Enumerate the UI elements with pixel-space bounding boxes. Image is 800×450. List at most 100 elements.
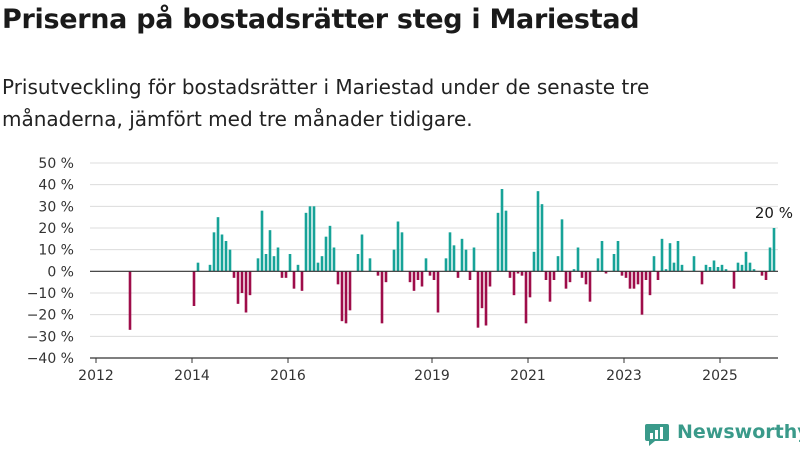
bar — [720, 264, 724, 272]
bar — [628, 271, 632, 289]
bar — [572, 269, 576, 272]
bar — [620, 271, 624, 276]
bar — [612, 254, 616, 272]
bar — [752, 269, 756, 272]
y-tick-label: 30 % — [38, 199, 74, 215]
bar — [272, 256, 276, 272]
bar — [436, 271, 440, 313]
bar — [632, 271, 636, 289]
bar — [420, 271, 424, 287]
bar — [256, 258, 260, 272]
bar — [544, 271, 548, 280]
bar — [584, 271, 588, 285]
bar — [228, 249, 232, 272]
bar — [128, 271, 132, 330]
bar — [232, 271, 236, 278]
bar — [736, 262, 740, 272]
bar — [692, 256, 696, 272]
bar — [360, 234, 364, 272]
bar — [452, 245, 456, 272]
bar — [672, 262, 676, 272]
bar — [496, 212, 500, 272]
x-tick-label: 2014 — [174, 368, 210, 384]
y-tick-label: 0 % — [47, 264, 74, 280]
bar — [680, 264, 684, 272]
bar — [316, 262, 320, 272]
bar — [528, 271, 532, 298]
newsworthy-logo-icon — [645, 424, 669, 446]
bar — [520, 271, 524, 276]
bar — [296, 264, 300, 272]
bar — [308, 206, 312, 272]
bar — [556, 256, 560, 272]
bar — [636, 271, 640, 285]
bar — [740, 264, 744, 272]
bar — [468, 271, 472, 280]
y-tick-label: 20 % — [38, 221, 74, 237]
last-value-annotation: 20 % — [755, 204, 793, 222]
bar — [580, 271, 584, 278]
bar-chart: −40 % −30 % −20 % −10 % 0 % 10 % 20 % 30 % 40 % 5… — [27, 156, 793, 384]
bar — [368, 258, 372, 272]
bar — [668, 243, 672, 272]
bar — [396, 221, 400, 272]
bar — [328, 225, 332, 272]
bar — [216, 217, 220, 272]
bar — [208, 264, 212, 272]
x-tick-label: 2023 — [606, 368, 642, 384]
bar — [224, 241, 228, 272]
bar — [332, 247, 336, 272]
bar — [536, 191, 540, 272]
bar — [716, 267, 720, 272]
x-tick-label: 2019 — [414, 368, 450, 384]
bar — [588, 271, 592, 302]
y-tick-label: −20 % — [27, 308, 74, 324]
bar — [508, 271, 512, 278]
y-tick-label: −40 % — [27, 351, 74, 367]
bar — [704, 264, 708, 272]
bar — [412, 271, 416, 291]
bar — [552, 271, 556, 280]
bar — [344, 271, 348, 324]
bar — [640, 271, 644, 315]
bar — [432, 271, 436, 280]
bar — [460, 238, 464, 272]
bar — [192, 271, 196, 306]
bar — [504, 210, 508, 272]
x-tick-label: 2021 — [510, 368, 546, 384]
bar — [212, 232, 216, 272]
bar — [196, 262, 200, 272]
bar — [300, 271, 304, 291]
bar — [472, 247, 476, 272]
bar — [428, 271, 432, 276]
bar — [236, 271, 240, 304]
bar — [484, 271, 488, 326]
bar — [596, 258, 600, 272]
chart-subtitle: Prisutveckling för bostadsrätter i Marie… — [2, 75, 650, 131]
bar — [348, 271, 352, 311]
bar — [548, 271, 552, 302]
bar — [616, 241, 620, 272]
bar — [376, 271, 380, 276]
bar — [676, 241, 680, 272]
bar — [292, 271, 296, 289]
y-tick-label: 10 % — [38, 243, 74, 259]
bar — [380, 271, 384, 324]
y-tick-label: −10 % — [27, 286, 74, 302]
bar — [288, 254, 292, 272]
y-tick-label: 50 % — [38, 156, 74, 172]
bar — [416, 271, 420, 280]
bar — [568, 271, 572, 283]
brand-name: Newsworthy — [677, 421, 800, 443]
bar — [764, 271, 768, 280]
bar — [604, 271, 608, 274]
bar — [712, 260, 716, 272]
bar — [540, 204, 544, 272]
newsworthy-logo: Newsworthy — [644, 419, 800, 447]
x-tick-label: 2025 — [702, 368, 738, 384]
x-tick-label: 2012 — [78, 368, 114, 384]
bar — [760, 271, 764, 276]
bar — [564, 271, 568, 289]
bar — [244, 271, 248, 313]
bar — [500, 189, 504, 272]
